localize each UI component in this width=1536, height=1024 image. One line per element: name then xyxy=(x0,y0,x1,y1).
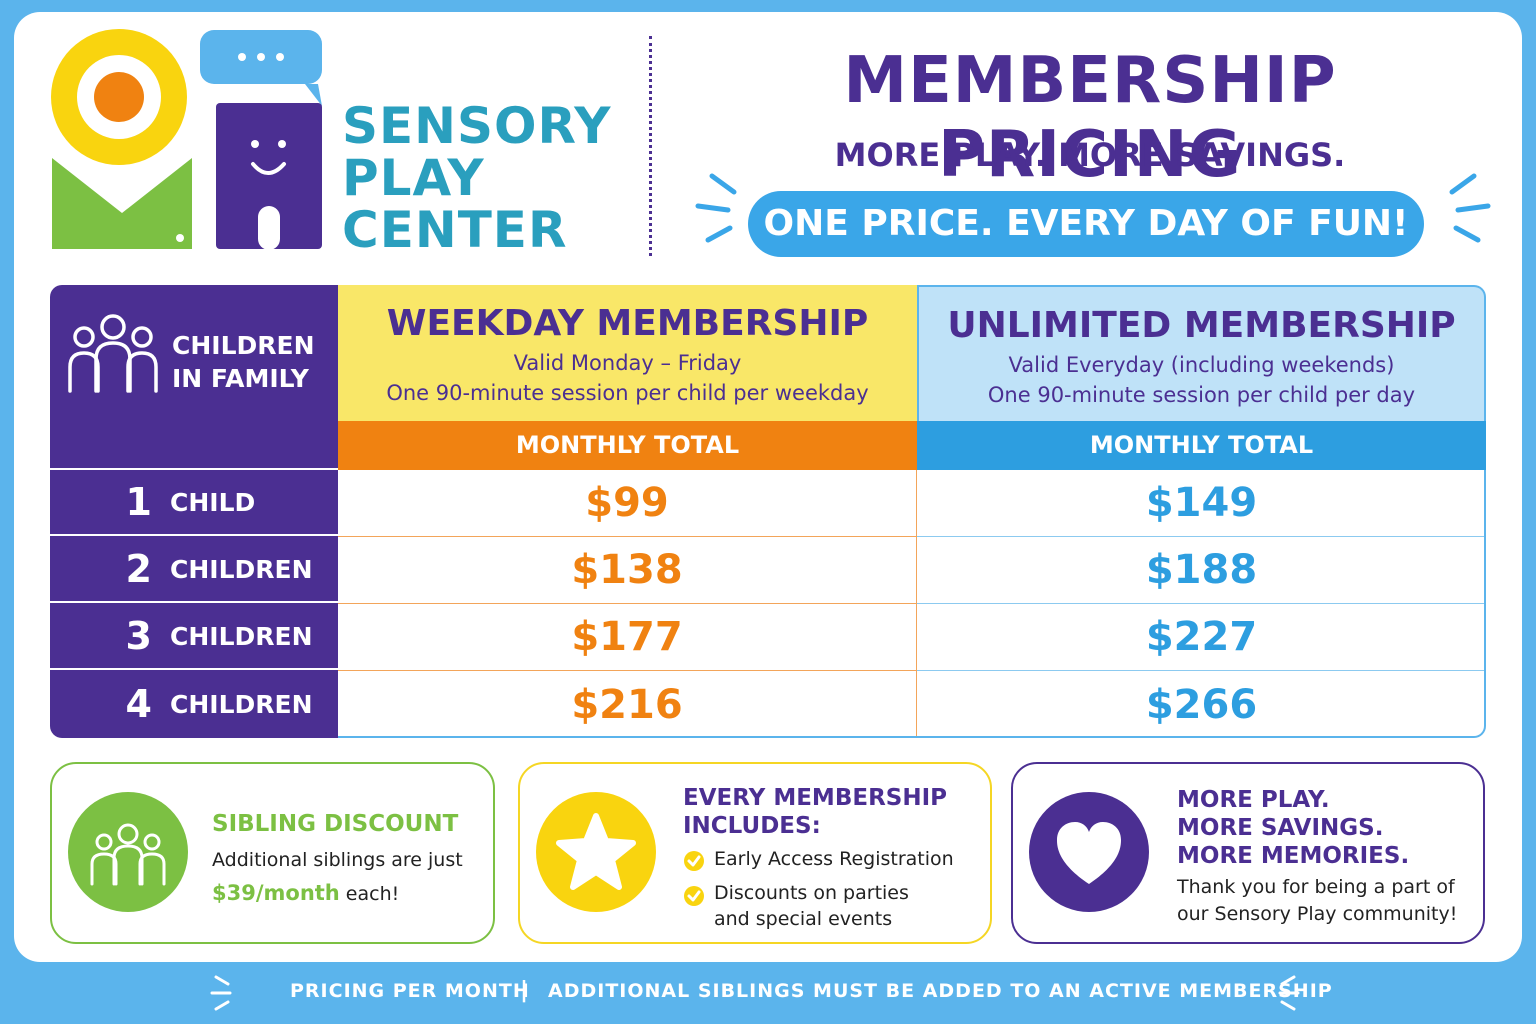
sibling-discount-title: SIBLING DISCOUNT xyxy=(212,811,459,837)
sibling-discount-box: SIBLING DISCOUNT Additional siblings are… xyxy=(50,762,495,944)
children-label: CHILDREN xyxy=(170,621,313,651)
brand-name: SENSORY PLAY CENTER xyxy=(342,100,612,256)
children-row-2: 2 CHILDREN xyxy=(50,537,338,603)
children-header-label: CHILDREN IN FAMILY xyxy=(172,329,315,395)
burst-right-icon xyxy=(1278,975,1300,1011)
footer-siblings-note: ADDITIONAL SIBLINGS MUST BE ADDED TO AN … xyxy=(548,980,1333,1002)
footer: PRICING PER MONTH | ADDITIONAL SIBLINGS … xyxy=(0,962,1536,1024)
weekday-session-info: One 90-minute session per child per week… xyxy=(386,381,869,405)
includes-title-line-2: INCLUDES: xyxy=(683,813,821,839)
page-title: MEMBERSHIP PRICING xyxy=(843,44,1337,192)
children-row-3: 3 CHILDREN xyxy=(50,604,338,670)
memories-text-line-1: Thank you for being a part of xyxy=(1177,876,1455,898)
sibling-discount-price-line: $39/month each! xyxy=(212,878,399,909)
star-icon xyxy=(536,792,656,912)
header-divider xyxy=(649,36,652,256)
weekday-monthly-total-label: MONTHLY TOTAL xyxy=(338,421,917,470)
children-column-header: CHILDREN IN FAMILY xyxy=(50,285,338,470)
brand-line-1: SENSORY xyxy=(342,97,612,155)
children-label-line-1: CHILDREN xyxy=(172,331,315,360)
includes-item: Discounts on parties and special events xyxy=(714,880,909,932)
sibling-price-suffix: each! xyxy=(339,883,400,905)
sibling-price: $39/month xyxy=(212,881,340,905)
includes-item: Early Access Registration xyxy=(714,848,954,870)
check-icon xyxy=(684,886,704,906)
pricing-table: CHILDREN IN FAMILY 1 CHILD 2 CHILDREN 3 … xyxy=(50,285,1486,738)
weekday-title: WEEKDAY MEMBERSHIP xyxy=(386,303,869,344)
footer-separator: | xyxy=(520,978,530,1003)
memories-line-2: MORE SAVINGS. xyxy=(1177,815,1384,841)
children-label: CHILDREN xyxy=(170,689,313,719)
brand-line-2: PLAY xyxy=(342,149,485,207)
footer-pricing-note: PRICING PER MONTH xyxy=(290,980,530,1002)
unlimited-title: UNLIMITED MEMBERSHIP xyxy=(947,305,1456,346)
page-subtitle: MORE PLAY. MORE SAVINGS. xyxy=(834,136,1346,174)
children-row-4: 4 CHILDREN xyxy=(50,671,338,737)
unlimited-price: $266 xyxy=(1145,681,1258,728)
includes-title-line-1: EVERY MEMBERSHIP xyxy=(683,785,948,811)
unlimited-price: $188 xyxy=(917,537,1484,604)
family-icon xyxy=(68,314,158,393)
membership-includes-box: EVERY MEMBERSHIP INCLUDES: Early Access … xyxy=(518,762,992,944)
sibling-discount-text: Additional siblings are just xyxy=(212,849,463,871)
unlimited-price: $149 xyxy=(917,470,1484,537)
unlimited-validity: Valid Everyday (including weekends) xyxy=(1008,353,1395,377)
weekday-price: $177 xyxy=(338,604,917,671)
children-count: 4 xyxy=(125,682,152,726)
memories-text: Thank you for being a part of our Sensor… xyxy=(1177,874,1457,928)
memories-text-line-2: our Sensory Play community! xyxy=(1177,903,1458,925)
unlimited-monthly-total-label: MONTHLY TOTAL xyxy=(917,421,1486,470)
family-icon xyxy=(68,792,188,912)
tagline-pill: ONE PRICE. EVERY DAY OF FUN! xyxy=(748,191,1424,257)
memories-line-3: MORE MEMORIES. xyxy=(1177,843,1410,869)
unlimited-membership-header: UNLIMITED MEMBERSHIP Valid Everyday (inc… xyxy=(917,285,1486,421)
price-cells: $99 $149 $138 $188 $177 $227 $216 $266 xyxy=(338,470,1486,738)
burst-left-icon xyxy=(210,975,232,1011)
includes-title: EVERY MEMBERSHIP INCLUDES: xyxy=(683,784,947,840)
children-label: CHILD xyxy=(170,487,256,517)
burst-left-icon xyxy=(695,173,737,243)
brand-line-3: CENTER xyxy=(342,201,568,259)
includes-item-line-2: and special events xyxy=(714,908,893,930)
children-label-line-2: IN FAMILY xyxy=(172,364,309,393)
weekday-price: $216 xyxy=(338,671,917,736)
burst-right-icon xyxy=(1449,173,1491,243)
children-label: CHILDREN xyxy=(170,554,313,584)
check-icon xyxy=(684,851,704,871)
children-row-1: 1 CHILD xyxy=(50,470,338,536)
includes-item-line-1: Discounts on parties xyxy=(714,882,909,904)
children-count: 1 xyxy=(125,480,152,524)
memories-box: MORE PLAY. MORE SAVINGS. MORE MEMORIES. … xyxy=(1011,762,1485,944)
unlimited-session-info: One 90-minute session per child per day xyxy=(987,383,1416,407)
weekday-price: $138 xyxy=(338,537,917,604)
children-column: CHILDREN IN FAMILY 1 CHILD 2 CHILDREN 3 … xyxy=(50,285,338,738)
memories-title: MORE PLAY. MORE SAVINGS. MORE MEMORIES. xyxy=(1177,786,1409,870)
sensory-play-logo-icon xyxy=(50,28,340,253)
memories-line-1: MORE PLAY. xyxy=(1177,787,1330,813)
unlimited-price: $227 xyxy=(917,604,1484,671)
children-count: 3 xyxy=(125,614,152,658)
weekday-membership-header: WEEKDAY MEMBERSHIP Valid Monday – Friday… xyxy=(338,285,917,421)
weekday-price: $99 xyxy=(338,470,917,537)
children-count: 2 xyxy=(125,547,152,591)
heart-icon xyxy=(1029,792,1149,912)
weekday-validity: Valid Monday – Friday xyxy=(513,351,742,375)
